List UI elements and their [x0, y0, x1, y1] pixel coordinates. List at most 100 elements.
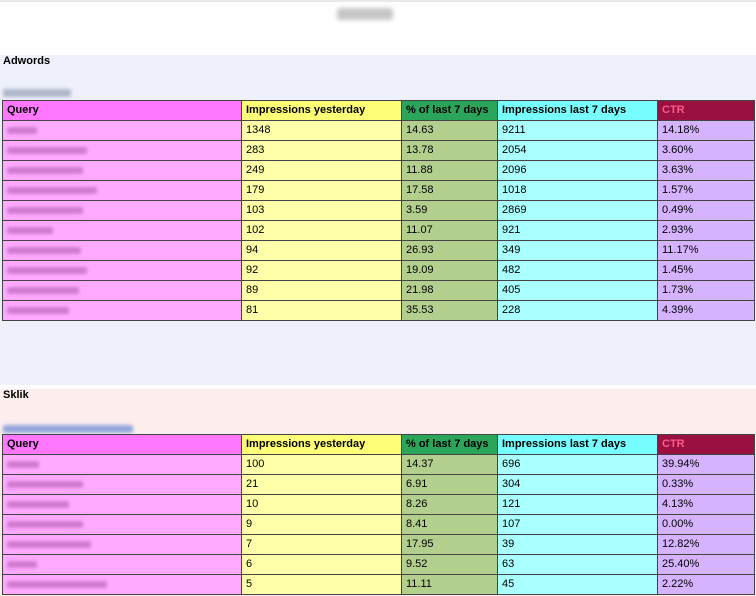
pct-last-7-days-cell: 14.37 [401, 454, 498, 475]
query-cell [2, 494, 242, 515]
table-row: 6 9.52 63 25.40% [2, 554, 755, 575]
query-text-redacted [7, 126, 37, 134]
table-row: 94 26.93 349 11.17% [2, 240, 755, 261]
column-header-ctr: CTR [657, 434, 755, 455]
query-text-redacted [7, 266, 87, 274]
table-row: 179 17.58 1018 1.57% [2, 180, 755, 201]
pct-last-7-days-cell: 11.11 [401, 574, 498, 595]
query-text-redacted [7, 520, 83, 528]
query-text-redacted [7, 166, 83, 174]
impressions-yesterday-cell: 179 [241, 180, 402, 201]
pct-last-7-days-cell: 21.98 [401, 280, 498, 301]
table-row: 92 19.09 482 1.45% [2, 260, 755, 281]
query-text-redacted [7, 540, 91, 548]
impressions-yesterday-cell: 5 [241, 574, 402, 595]
ctr-cell: 3.60% [657, 140, 755, 161]
query-text-redacted [7, 460, 39, 468]
impressions-last-7-days-cell: 63 [497, 554, 658, 575]
column-header-impressions-last-7-days: Impressions last 7 days [497, 100, 658, 121]
column-header-pct-last-7-days: % of last 7 days [401, 100, 498, 121]
ctr-cell: 12.82% [657, 534, 755, 555]
ctr-cell: 25.40% [657, 554, 755, 575]
sklik-header-row: Query Impressions yesterday % of last 7 … [2, 434, 755, 455]
query-cell [2, 454, 242, 475]
query-cell [2, 300, 242, 321]
ctr-cell: 4.13% [657, 494, 755, 515]
impressions-yesterday-cell: 283 [241, 140, 402, 161]
column-header-ctr: CTR [657, 100, 755, 121]
ctr-cell: 0.00% [657, 514, 755, 535]
pct-last-7-days-cell: 3.59 [401, 200, 498, 221]
query-text-redacted [7, 286, 79, 294]
impressions-last-7-days-cell: 349 [497, 240, 658, 261]
impressions-last-7-days-cell: 121 [497, 494, 658, 515]
query-cell [2, 280, 242, 301]
pct-last-7-days-cell: 17.58 [401, 180, 498, 201]
query-text-redacted [7, 306, 69, 314]
report-title-redacted [337, 8, 393, 20]
impressions-last-7-days-cell: 2096 [497, 160, 658, 181]
query-cell [2, 240, 242, 261]
column-header-impressions-last-7-days: Impressions last 7 days [497, 434, 658, 455]
query-cell [2, 260, 242, 281]
sklik-section-title: Sklik [3, 389, 29, 401]
table-row: 10 8.26 121 4.13% [2, 494, 755, 515]
impressions-last-7-days-cell: 921 [497, 220, 658, 241]
ctr-cell: 1.45% [657, 260, 755, 281]
impressions-yesterday-cell: 10 [241, 494, 402, 515]
pct-last-7-days-cell: 11.07 [401, 220, 498, 241]
pct-last-7-days-cell: 13.78 [401, 140, 498, 161]
impressions-last-7-days-cell: 2054 [497, 140, 658, 161]
sklik-account-redacted [3, 425, 133, 433]
impressions-last-7-days-cell: 107 [497, 514, 658, 535]
impressions-yesterday-cell: 92 [241, 260, 402, 281]
ctr-cell: 1.57% [657, 180, 755, 201]
impressions-last-7-days-cell: 45 [497, 574, 658, 595]
impressions-yesterday-cell: 6 [241, 554, 402, 575]
adwords-account-redacted [3, 89, 71, 97]
pct-last-7-days-cell: 26.93 [401, 240, 498, 261]
table-row: 100 14.37 696 39.94% [2, 454, 755, 475]
impressions-last-7-days-cell: 9211 [497, 120, 658, 141]
top-divider [0, 0, 756, 2]
ctr-cell: 4.39% [657, 300, 755, 321]
query-text-redacted [7, 226, 53, 234]
query-cell [2, 120, 242, 141]
column-header-query: Query [2, 434, 242, 455]
pct-last-7-days-cell: 17.95 [401, 534, 498, 555]
query-text-redacted [7, 580, 107, 588]
query-cell [2, 160, 242, 181]
query-text-redacted [7, 500, 69, 508]
impressions-last-7-days-cell: 1018 [497, 180, 658, 201]
column-header-impressions-yesterday: Impressions yesterday [241, 434, 402, 455]
table-row: 81 35.53 228 4.39% [2, 300, 755, 321]
impressions-yesterday-cell: 7 [241, 534, 402, 555]
query-text-redacted [7, 560, 37, 568]
pct-last-7-days-cell: 8.26 [401, 494, 498, 515]
impressions-last-7-days-cell: 2869 [497, 200, 658, 221]
impressions-yesterday-cell: 1348 [241, 120, 402, 141]
pct-last-7-days-cell: 14.63 [401, 120, 498, 141]
impressions-last-7-days-cell: 304 [497, 474, 658, 495]
query-cell [2, 574, 242, 595]
impressions-yesterday-cell: 103 [241, 200, 402, 221]
query-text-redacted [7, 480, 83, 488]
query-text-redacted [7, 246, 81, 254]
ctr-cell: 2.93% [657, 220, 755, 241]
query-cell [2, 534, 242, 555]
impressions-last-7-days-cell: 228 [497, 300, 658, 321]
impressions-yesterday-cell: 21 [241, 474, 402, 495]
impressions-yesterday-cell: 81 [241, 300, 402, 321]
table-row: 249 11.88 2096 3.63% [2, 160, 755, 181]
query-cell [2, 554, 242, 575]
sklik-table: Query Impressions yesterday % of last 7 … [2, 434, 755, 595]
pct-last-7-days-cell: 35.53 [401, 300, 498, 321]
column-header-pct-last-7-days: % of last 7 days [401, 434, 498, 455]
table-row: 1348 14.63 9211 14.18% [2, 120, 755, 141]
ctr-cell: 0.49% [657, 200, 755, 221]
table-row: 89 21.98 405 1.73% [2, 280, 755, 301]
query-cell [2, 200, 242, 221]
ctr-cell: 14.18% [657, 120, 755, 141]
column-header-query: Query [2, 100, 242, 121]
query-cell [2, 514, 242, 535]
